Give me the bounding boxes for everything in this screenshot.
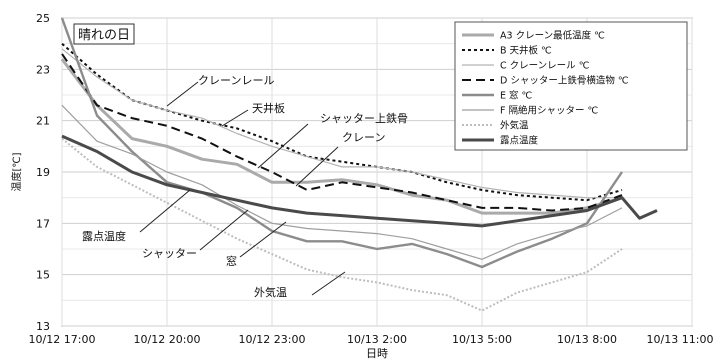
annotation-label: 外気温 <box>254 285 287 299</box>
series-line <box>60 17 623 269</box>
leader-line <box>221 109 249 127</box>
chart-title-box: 晴れの日 <box>73 23 135 45</box>
legend-label: 外気温 <box>500 120 529 132</box>
series-layer <box>60 17 658 312</box>
series-line <box>60 58 623 215</box>
legend-label: 露点温度 <box>500 135 539 147</box>
legend-label: C クレーンレール ℃ <box>500 61 590 72</box>
legend-label: B 天井板 ℃ <box>500 45 552 57</box>
title-frame <box>73 23 135 45</box>
annotation-label: クレーン <box>342 131 385 144</box>
y-tick-label: 13 <box>36 320 50 333</box>
x-tick-label: 10/12 23:00 <box>239 333 306 346</box>
series-line <box>61 104 623 260</box>
y-tick-label: 19 <box>36 166 50 179</box>
x-tick-labels: 10/12 17:00 10/12 20:00 10/12 23:00 10/1… <box>29 333 714 346</box>
leader-line <box>295 146 339 187</box>
x-tick-label: 10/12 20:00 <box>134 333 201 346</box>
legend: A3 クレーン最低温度 ℃ B 天井板 ℃ C クレーンレール ℃ D シャッター上鉄… <box>454 21 688 151</box>
y-tick-label: 25 <box>36 12 50 25</box>
annotation-label: 窓 <box>226 254 237 268</box>
annotations: クレーンレール 天井板 シャッター上鉄骨 クレーン 露点温度 シャッター 窓 外… <box>82 74 408 299</box>
x-tick-label: 10/13 8:00 <box>557 333 617 346</box>
chart-title: 晴れの日 <box>78 28 130 43</box>
y-axis-label: 温度[℃] <box>10 152 23 191</box>
legend-label: E 窓 ℃ <box>500 90 533 102</box>
y-tick-labels: 13 15 17 19 21 23 25 <box>36 12 50 333</box>
series-line <box>61 48 622 199</box>
annotation-label: 露点温度 <box>82 229 126 243</box>
legend-label: D シャッター上鉄骨横造物 ℃ <box>500 75 629 87</box>
leader-line <box>257 123 309 169</box>
annotation-label: シャッター上鉄骨 <box>320 111 408 125</box>
y-tick-label: 17 <box>36 217 50 230</box>
leader-line <box>311 271 346 296</box>
legend-rows: A3 クレーン最低温度 ℃ B 天井板 ℃ C クレーンレール ℃ D シャッター上鉄… <box>462 30 629 147</box>
series-line <box>61 134 658 228</box>
x-axis-label: 日時 <box>366 347 388 360</box>
y-tick-label: 23 <box>36 63 50 76</box>
annotation-label: シャッター <box>142 247 197 260</box>
leader-line <box>239 221 287 258</box>
x-tick-label: 10/13 11:00 <box>647 333 714 346</box>
annotation-label: クレーンレール <box>198 74 274 87</box>
leader-line <box>166 81 199 107</box>
legend-label: A3 クレーン最低温度 ℃ <box>500 30 605 42</box>
x-tick-label: 10/12 17:00 <box>29 333 96 346</box>
y-tick-label: 15 <box>36 269 50 282</box>
leader-line <box>199 209 249 251</box>
series-line <box>61 53 623 212</box>
x-tick-label: 10/13 2:00 <box>347 333 407 346</box>
legend-frame <box>454 21 688 151</box>
legend-label: F 隔絶用シャッター ℃ <box>500 105 599 117</box>
y-tick-label: 21 <box>36 115 50 128</box>
x-tick-label: 10/13 5:00 <box>452 333 512 346</box>
leader-line <box>139 189 191 233</box>
annotation-label: 天井板 <box>252 101 285 115</box>
